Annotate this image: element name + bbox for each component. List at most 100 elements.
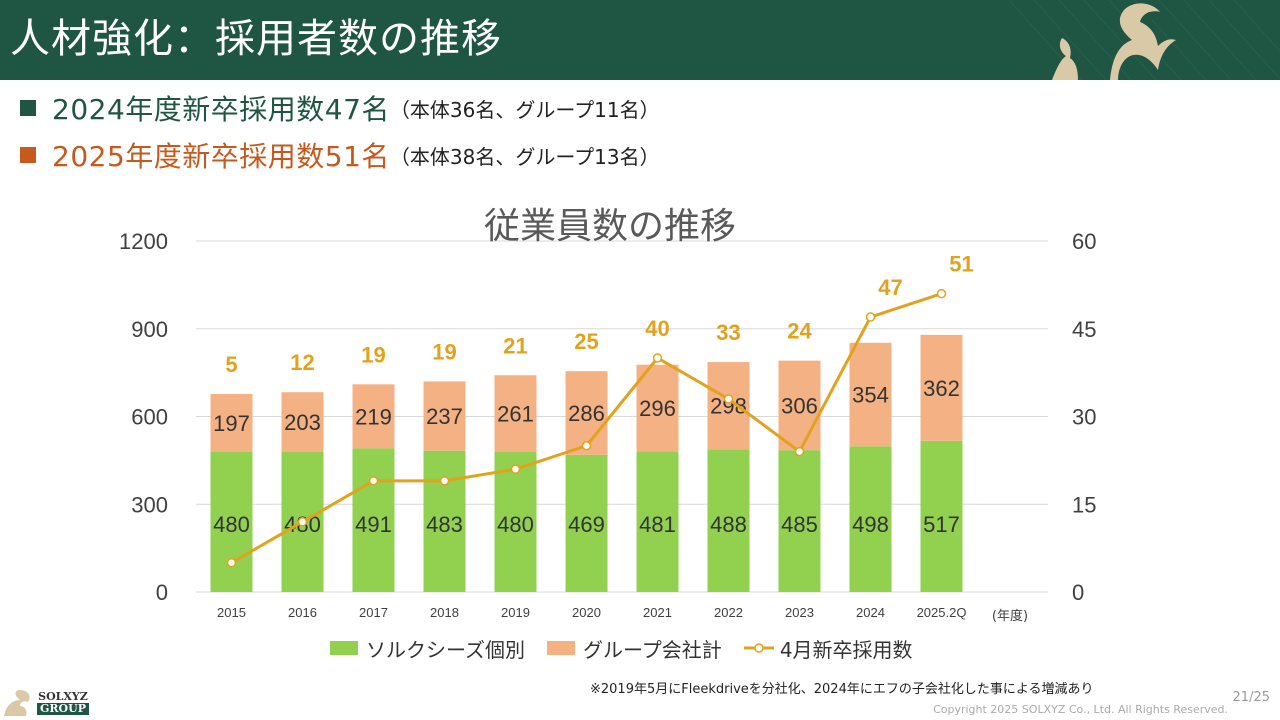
bar-value-label-group: 296 bbox=[639, 396, 676, 421]
bar-group bbox=[494, 375, 537, 452]
header-bar: 人材強化：採用者数の推移 bbox=[0, 0, 1280, 80]
bar-individual bbox=[849, 446, 892, 592]
line-value-label: 33 bbox=[716, 320, 740, 345]
bar-individual bbox=[707, 449, 750, 592]
bar-group bbox=[352, 384, 395, 449]
page-title: 人材強化：採用者数の推移 bbox=[10, 16, 502, 62]
bar-value-label-group: 354 bbox=[852, 383, 889, 408]
x-tick-label: 2019 bbox=[501, 605, 530, 620]
bar-group bbox=[920, 334, 963, 441]
logo-text-bottom: GROUP bbox=[37, 703, 89, 715]
line-value-label: 40 bbox=[645, 316, 669, 341]
x-tick-label: 2022 bbox=[714, 605, 743, 620]
bar-group bbox=[707, 362, 750, 450]
line-value-label: 5 bbox=[225, 352, 237, 377]
line-value-label: 12 bbox=[290, 350, 314, 375]
x-tick-label: 2025.2Q bbox=[917, 605, 967, 620]
line-point-new-grads bbox=[510, 464, 521, 474]
bar-group bbox=[565, 371, 608, 455]
bar-value-label-individual: 517 bbox=[923, 512, 960, 537]
line-point-new-grads bbox=[794, 446, 805, 457]
chart-title: 従業員数の推移 bbox=[484, 206, 736, 247]
bar-value-label-individual: 488 bbox=[710, 512, 747, 537]
x-tick-label: 2020 bbox=[572, 605, 601, 620]
bar-individual bbox=[210, 451, 253, 592]
bar-value-label-individual: 469 bbox=[568, 512, 605, 537]
y-left-tick-label: 1200 bbox=[119, 229, 168, 254]
y-right-tick-label: 45 bbox=[1072, 317, 1096, 342]
line-point-new-grads bbox=[936, 288, 947, 299]
bar-value-label-individual: 483 bbox=[426, 512, 463, 537]
line-value-label: 24 bbox=[787, 319, 812, 344]
line-point-new-grads bbox=[368, 476, 379, 486]
bullet-2024-hires: 2024年度新卒採用数47名 （本体36名、グループ11名） bbox=[20, 90, 660, 126]
x-tick-label: 2021 bbox=[643, 605, 672, 620]
bullet-main-text: 2025年度新卒採用数51名 bbox=[52, 140, 390, 173]
line-point-new-grads bbox=[581, 441, 592, 451]
line-point-new-grads bbox=[865, 312, 876, 322]
x-tick-label: 2017 bbox=[359, 605, 388, 620]
legend-swatch-salmon bbox=[547, 641, 575, 655]
x-tick-label: 2018 bbox=[430, 605, 459, 620]
bar-value-label-individual: 491 bbox=[355, 512, 392, 537]
line-point-new-grads bbox=[226, 558, 237, 568]
legend-label: ソルクシーズ個別 bbox=[366, 637, 525, 662]
bullet-main-text: 2024年度新卒採用数47名 bbox=[52, 93, 390, 126]
legend-label: 4月新卒採用数 bbox=[779, 637, 913, 662]
bar-individual bbox=[920, 440, 963, 592]
x-unit-label: (年度) bbox=[992, 608, 1028, 624]
bar-individual bbox=[423, 450, 466, 592]
bar-value-label-group: 197 bbox=[213, 411, 250, 436]
bar-value-label-individual: 481 bbox=[639, 512, 676, 537]
bar-value-label-group: 286 bbox=[568, 401, 605, 426]
bullet-square-icon bbox=[20, 147, 36, 163]
bar-individual bbox=[778, 450, 821, 592]
line-value-label: 25 bbox=[574, 329, 598, 354]
line-value-label: 47 bbox=[878, 275, 902, 300]
y-right-tick-label: 60 bbox=[1072, 229, 1096, 254]
page-number: 21/25 bbox=[1232, 690, 1270, 705]
y-right-tick-label: 0 bbox=[1072, 580, 1084, 605]
bar-value-label-group: 237 bbox=[426, 404, 463, 429]
line-value-label: 19 bbox=[432, 339, 456, 364]
bar-value-label-group: 203 bbox=[284, 410, 321, 435]
line-value-label: 19 bbox=[361, 342, 385, 367]
y-right-tick-label: 30 bbox=[1072, 405, 1096, 430]
y-left-tick-label: 900 bbox=[131, 317, 168, 342]
line-point-new-grads bbox=[652, 353, 663, 363]
legend-swatch-green bbox=[330, 641, 358, 655]
bar-value-label-individual: 480 bbox=[213, 512, 250, 537]
bar-group bbox=[849, 342, 892, 447]
y-left-tick-label: 0 bbox=[156, 580, 168, 605]
bar-value-label-group: 219 bbox=[355, 404, 392, 429]
copyright-text: Copyright 2025 SOLXYZ Co., Ltd. All Righ… bbox=[933, 703, 1228, 716]
bar-value-label-individual: 485 bbox=[781, 512, 818, 537]
bullet-2025-hires: 2025年度新卒採用数51名 （本体38名、グループ13名） bbox=[20, 137, 660, 173]
footnote: ※2019年5月にFleekdriveを分社化、2024年にエフの子会社化した事… bbox=[590, 682, 1094, 697]
legend-line-marker-icon bbox=[743, 643, 774, 653]
company-logo: SOLXYZ GROUP bbox=[2, 688, 89, 718]
legend-item-new-grads: 4月新卒採用数 bbox=[743, 634, 913, 663]
bar-group bbox=[423, 381, 466, 451]
bar-group bbox=[636, 364, 679, 452]
legend-item-individual: ソルクシーズ個別 bbox=[330, 634, 525, 663]
bar-value-label-group: 362 bbox=[923, 376, 960, 401]
bar-value-label-individual: 498 bbox=[852, 512, 889, 537]
x-tick-label: 2016 bbox=[288, 605, 317, 620]
y-left-tick-label: 300 bbox=[131, 492, 168, 517]
line-point-new-grads bbox=[297, 517, 308, 527]
employee-trend-chart: 0 300 600 900 1200 0 15 30 45 60 従業員数の推移 2015 2016 20… bbox=[119, 206, 1096, 624]
bar-group bbox=[281, 392, 324, 452]
line-point-new-grads bbox=[439, 476, 450, 486]
bullet-sub-text: （本体38名、グループ13名） bbox=[389, 144, 660, 169]
x-tick-label: 2024 bbox=[856, 605, 885, 620]
bar-individual bbox=[494, 451, 537, 592]
bar-individual bbox=[636, 451, 679, 592]
brand-emblem-decoration bbox=[1008, 0, 1280, 80]
logo-text-top: SOLXYZ bbox=[38, 690, 88, 703]
line-value-label: 21 bbox=[503, 333, 527, 358]
bar-individual bbox=[565, 454, 608, 592]
bar-value-label-group: 306 bbox=[781, 393, 818, 418]
y-right-tick-label: 15 bbox=[1072, 492, 1096, 517]
bar-value-label-individual: 480 bbox=[497, 512, 534, 537]
